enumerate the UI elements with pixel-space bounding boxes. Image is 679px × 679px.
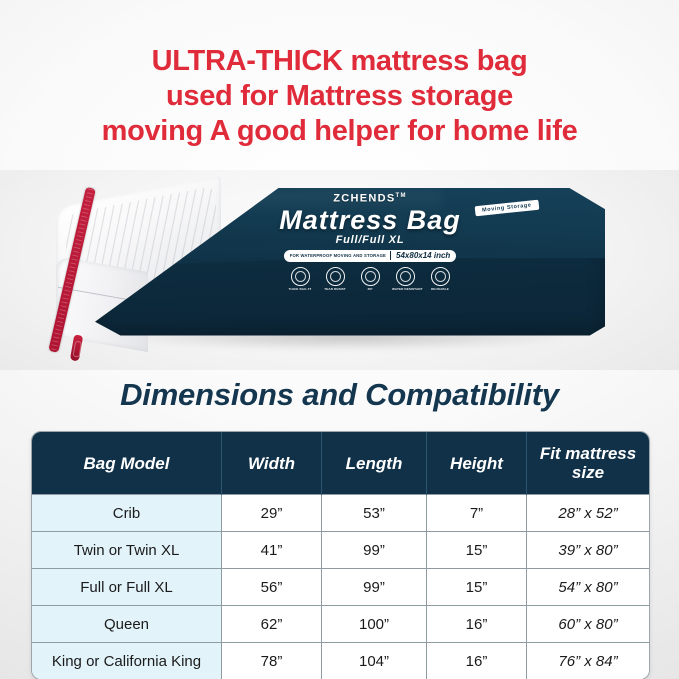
feature-label: ZIP <box>367 287 373 292</box>
thick-bag-icon <box>290 266 310 286</box>
cell-height: 15” <box>426 568 527 606</box>
dimensions-table: Bag Model Width Length Height Fit mattre… <box>32 432 649 679</box>
cell-width: 78” <box>221 642 322 679</box>
cell-bag-model: Queen <box>32 605 222 643</box>
table-row: Crib 29” 53” 7” 28” x 52” <box>32 494 649 532</box>
feature-item: THICK BAG 4T <box>287 266 313 292</box>
cell-width: 56” <box>221 568 322 606</box>
tear-resistant-icon <box>325 266 345 286</box>
feature-label: REUSABLE <box>431 287 449 292</box>
table-body: Crib 29” 53” 7” 28” x 52” Twin or Twin X… <box>32 494 649 679</box>
cell-height: 16” <box>426 642 527 679</box>
dimensions-table-container: Bag Model Width Length Height Fit mattre… <box>31 431 650 679</box>
size-value: 54x80x14 inch <box>390 251 450 261</box>
column-header-bag-model: Bag Model <box>32 432 222 495</box>
column-header-length: Length <box>321 432 427 495</box>
cell-height: 7” <box>426 494 527 532</box>
table-header: Bag Model Width Length Height Fit mattre… <box>32 432 649 495</box>
cell-length: 100” <box>321 605 427 643</box>
cell-fit-size: 28” x 52” <box>526 494 649 532</box>
cell-fit-size: 76” x 84” <box>526 642 649 679</box>
cell-bag-model: Crib <box>32 494 222 532</box>
product-title: Mattress Bag <box>279 204 461 235</box>
size-pill: FOR WATERPROOF MOVING AND STORAGE 54x80x… <box>283 249 457 262</box>
column-header-fit-mattress-size: Fit mattress size <box>526 432 649 495</box>
feature-label: WATER RESISTANT <box>392 287 423 292</box>
cell-fit-size: 60” x 80” <box>526 605 649 643</box>
cell-height: 16” <box>426 605 527 643</box>
brand-text: ZCHENDS <box>333 192 396 205</box>
cell-length: 104” <box>321 642 427 679</box>
column-header-width: Width <box>221 432 322 495</box>
feature-icon-row: THICK BAG 4T TEAR RESIST ZIP WATER RESIS… <box>225 266 515 292</box>
cell-width: 41” <box>221 531 322 569</box>
feature-item: REUSABLE <box>427 266 453 292</box>
section-title: Dimensions and Compatibility <box>120 377 559 412</box>
cell-length: 99” <box>321 531 427 569</box>
headline-line-1: ULTRA-THICK mattress bag <box>151 45 528 77</box>
reusable-icon <box>430 266 450 286</box>
feature-item: ZIP <box>357 266 383 292</box>
cell-bag-model: Twin or Twin XL <box>32 531 222 569</box>
feature-label: TEAR RESIST <box>324 287 346 292</box>
table-row: Twin or Twin XL 41” 99” 15” 39” x 80” <box>32 531 649 569</box>
product-subtitle: Full/Full XL <box>335 233 405 246</box>
cell-width: 29” <box>221 494 322 532</box>
cell-height: 15” <box>426 531 527 569</box>
cell-length: 99” <box>321 568 427 606</box>
headline-line-2: used for Mattress storage <box>165 80 514 112</box>
table-header-row: Bag Model Width Length Height Fit mattre… <box>32 432 649 495</box>
headline: ULTRA-THICK mattress bag used for Mattre… <box>0 44 679 149</box>
size-note: FOR WATERPROOF MOVING AND STORAGE <box>289 253 387 259</box>
water-resistant-icon <box>395 266 415 286</box>
feature-item: TEAR RESIST <box>322 266 348 292</box>
headline-line-3: moving A good helper for home life <box>101 115 578 147</box>
cell-length: 53” <box>321 494 427 532</box>
trademark-mark: TM <box>395 193 407 199</box>
cell-width: 62” <box>221 605 322 643</box>
cell-bag-model: Full or Full XL <box>32 568 222 606</box>
column-header-height: Height <box>426 432 527 495</box>
zip-icon <box>360 266 380 286</box>
table-row: Full or Full XL 56” 99” 15” 54” x 80” <box>32 568 649 606</box>
cell-fit-size: 39” x 80” <box>526 531 649 569</box>
brand-name: ZCHENDSTM <box>225 190 515 205</box>
bag-printed-label: ZCHENDSTM Mattress Bag Moving Storage Fu… <box>225 190 540 292</box>
product-photo: ZCHENDSTM Mattress Bag Moving Storage Fu… <box>0 170 679 370</box>
feature-item: WATER RESISTANT <box>392 266 423 292</box>
table-row: King or California King 78” 104” 16” 76”… <box>32 642 649 679</box>
table-row: Queen 62” 100” 16” 60” x 80” <box>32 605 649 643</box>
cell-bag-model: King or California King <box>32 642 222 679</box>
feature-label: THICK BAG 4T <box>288 287 312 292</box>
size-row: FOR WATERPROOF MOVING AND STORAGE 54x80x… <box>225 249 515 262</box>
cell-fit-size: 54” x 80” <box>526 568 649 606</box>
